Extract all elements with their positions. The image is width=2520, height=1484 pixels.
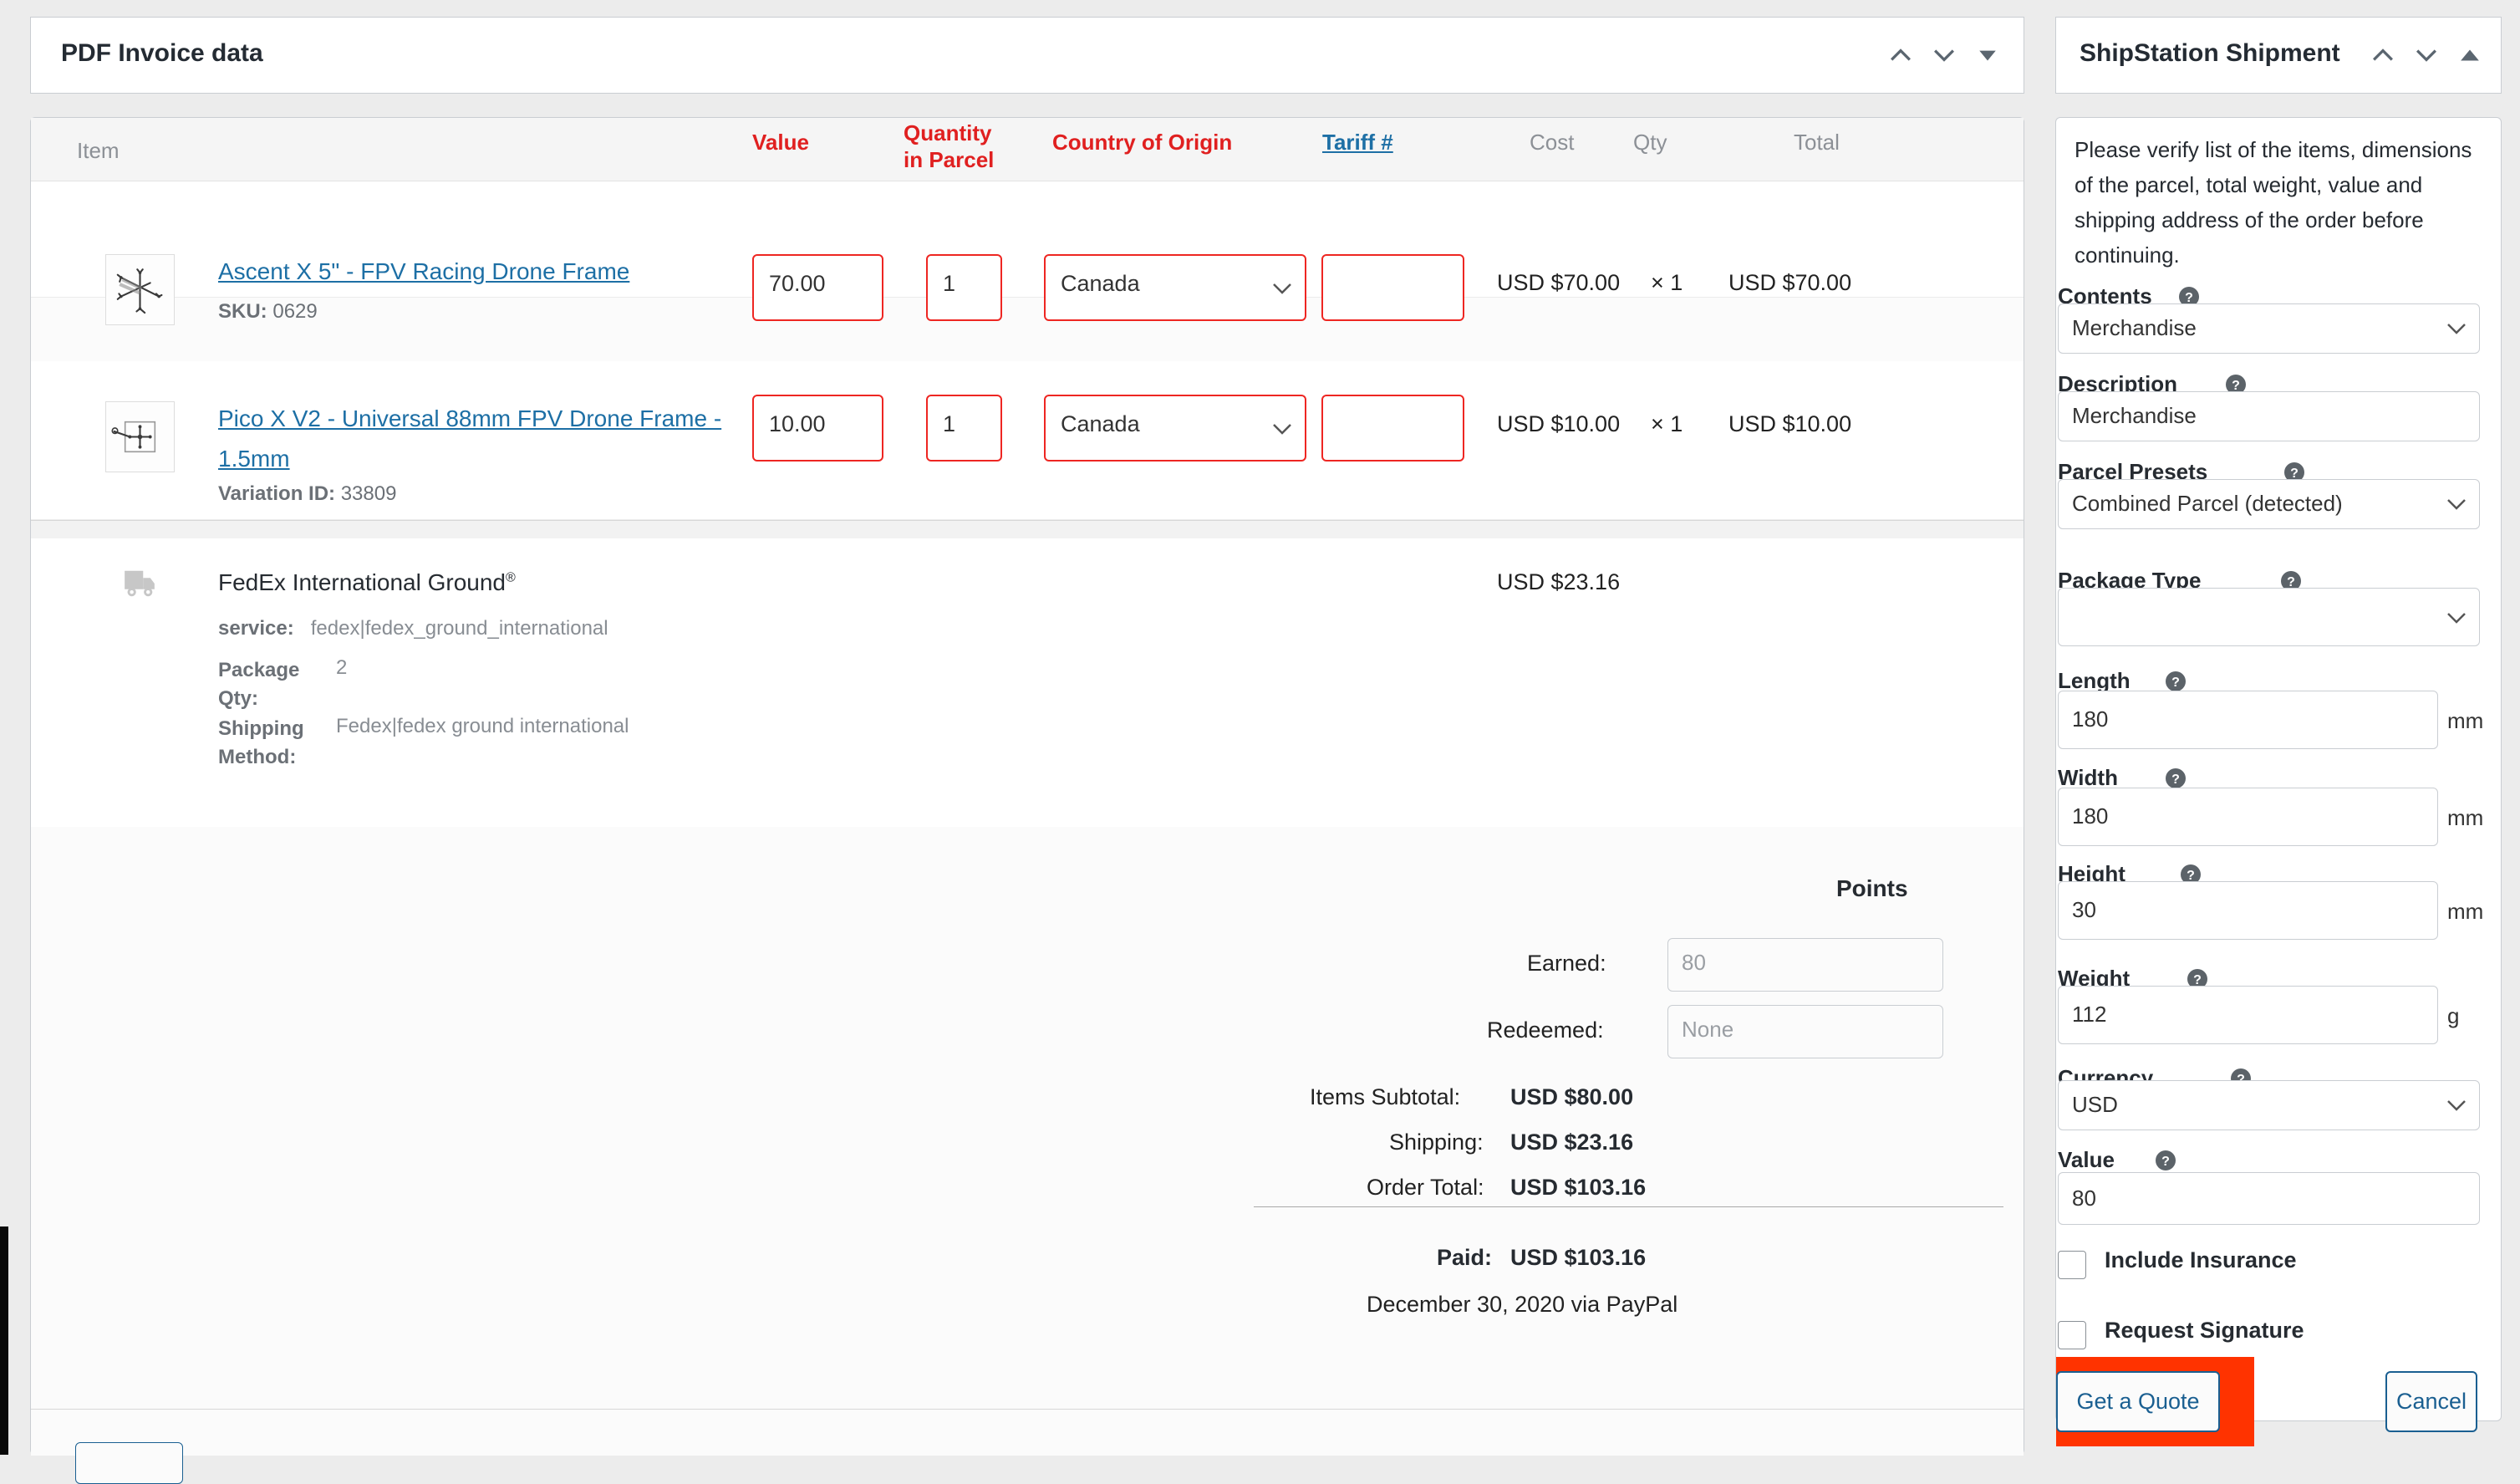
svg-text:?: ?: [2161, 1155, 2170, 1169]
svg-text:?: ?: [2171, 676, 2180, 690]
svg-text:?: ?: [2171, 773, 2180, 787]
